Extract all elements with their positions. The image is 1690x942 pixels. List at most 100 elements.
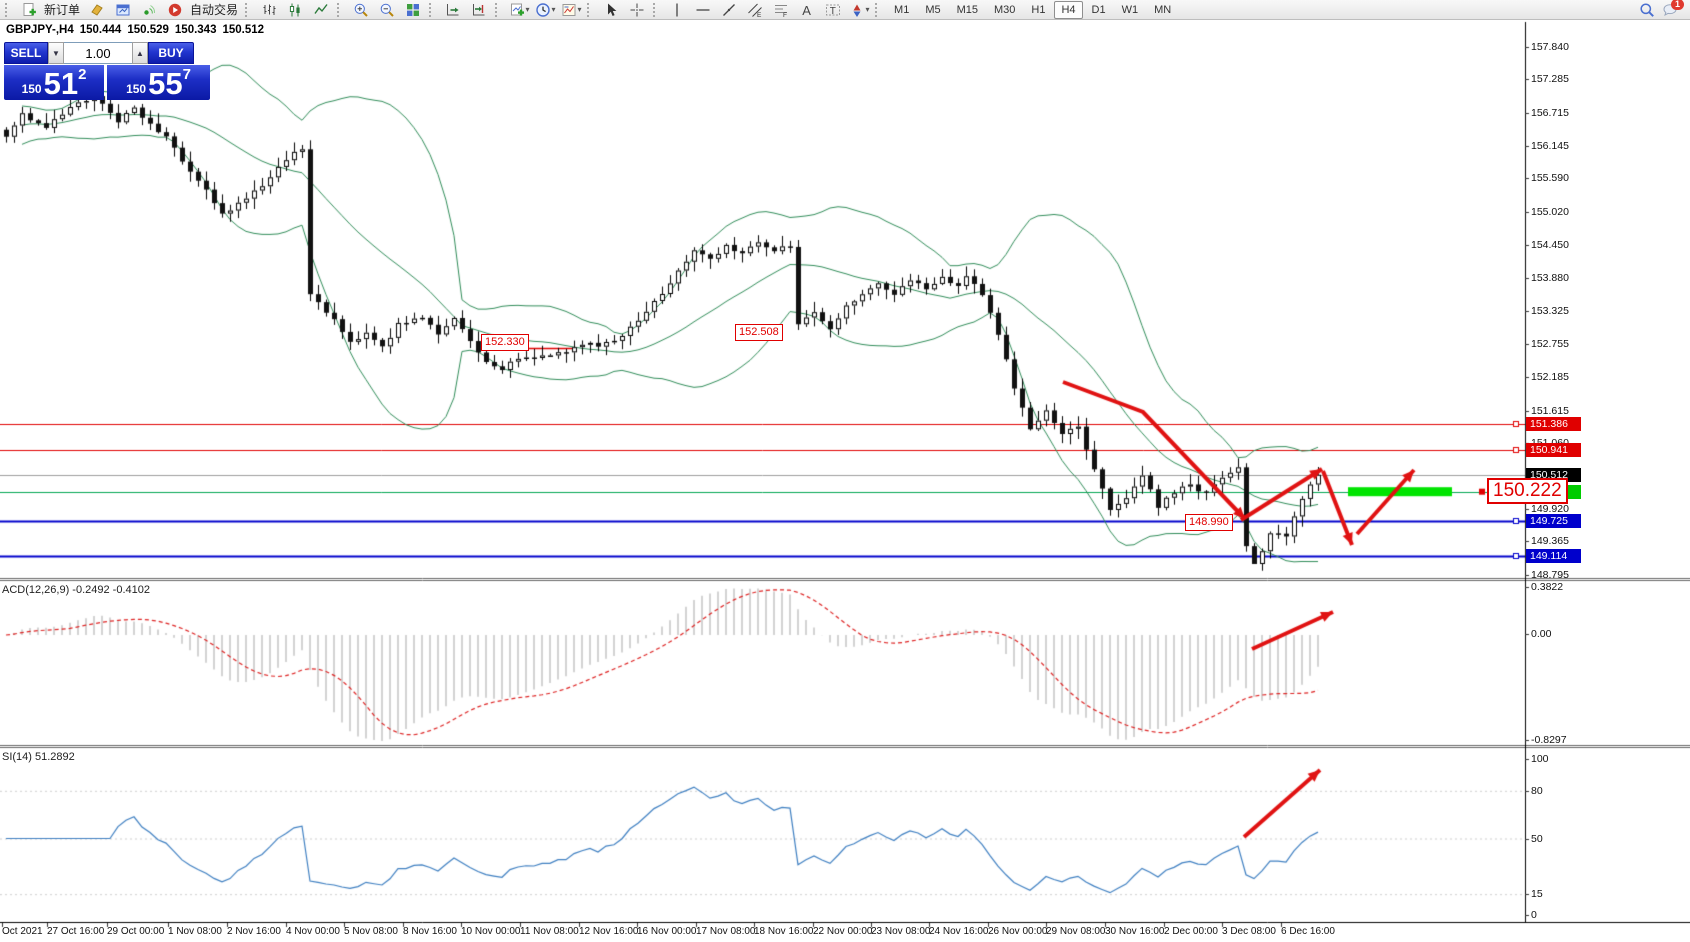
cursor-button[interactable]: [598, 0, 624, 20]
bar-chart-button[interactable]: [256, 0, 282, 20]
chart-shift-icon: [471, 2, 487, 18]
timeframe-h1[interactable]: H1: [1031, 3, 1046, 16]
label-button[interactable]: T: [820, 0, 846, 20]
timeframe-group: M1 M5 M15 M30 H1 H4 D1 W1 MN: [886, 0, 1179, 19]
macd-axis-label: -0.8297: [1531, 734, 1567, 746]
new-chart-icon: [509, 2, 525, 18]
notification-badge: 1: [1670, 0, 1684, 10]
signal-button[interactable]: [136, 0, 162, 20]
time-axis-label: 24 Nov 16:00: [929, 926, 989, 937]
price-badge: 150.941: [1526, 443, 1581, 457]
price-tick-label: 148.795: [1531, 569, 1569, 581]
period-button[interactable]: ▾: [532, 0, 558, 20]
sell-price-display[interactable]: 150 51 2: [4, 65, 104, 100]
toolbar-group: [348, 0, 426, 20]
buy-price-display[interactable]: 150 55 7: [107, 65, 210, 100]
quote-close: 150.512: [222, 24, 265, 36]
sell-price-prefix: 150: [21, 82, 42, 96]
candlestick-button[interactable]: [282, 0, 308, 20]
timeframe-m1[interactable]: M1: [894, 3, 910, 16]
timeframe-mn[interactable]: MN: [1154, 3, 1172, 16]
svg-text:A: A: [802, 3, 811, 18]
price-callout[interactable]: 152.330: [481, 334, 529, 351]
timeframe-d1[interactable]: D1: [1091, 3, 1106, 16]
toolbar-grip: [587, 2, 594, 17]
new-chart-button[interactable]: ▾: [506, 0, 532, 20]
sell-button[interactable]: SELL: [4, 42, 48, 64]
search-button[interactable]: [1634, 0, 1660, 20]
fibonacci-button[interactable]: F: [768, 0, 794, 20]
rsi-axis-label: 50: [1531, 833, 1543, 845]
search-icon: [1639, 2, 1655, 18]
period-icon: [535, 2, 551, 18]
price-tick-label: 152.755: [1531, 338, 1569, 350]
line-chart-button[interactable]: [308, 0, 334, 20]
price-tick-label: 156.715: [1531, 107, 1569, 119]
autotrade-button[interactable]: [162, 0, 188, 20]
one-click-trading-panel: SELL ▼ ▲ BUY 150 51 2 150 55 7: [4, 42, 210, 100]
price-tick-label: 156.145: [1531, 140, 1569, 152]
horizontal-line-icon: [695, 2, 711, 18]
trendline-button[interactable]: [716, 0, 742, 20]
chart-canvas[interactable]: [0, 20, 1690, 942]
tile-windows-button[interactable]: [400, 0, 426, 20]
chevron-down-icon[interactable]: ▾: [865, 5, 870, 14]
time-axis-label: 29 Oct 00:00: [107, 926, 165, 937]
volume-decrease-button[interactable]: ▼: [48, 42, 64, 64]
zoom-in-button[interactable]: [348, 0, 374, 20]
text-button[interactable]: A: [794, 0, 820, 20]
timeframe-w1[interactable]: W1: [1121, 3, 1139, 16]
quote-open: 150.444: [79, 24, 122, 36]
chamois-button[interactable]: [84, 0, 110, 20]
chevron-down-icon[interactable]: ▾: [577, 5, 582, 14]
price-badge: 149.114: [1526, 549, 1581, 563]
autotrade-label: 自动交易: [190, 3, 239, 17]
auto-scroll-button[interactable]: [440, 0, 466, 20]
price-callout[interactable]: 148.990: [1185, 514, 1233, 531]
volume-input[interactable]: [64, 42, 132, 64]
channel-button[interactable]: E: [742, 0, 768, 20]
zoom-in-icon: [353, 2, 369, 18]
horizontal-line-button[interactable]: [690, 0, 716, 20]
new-order-icon: [21, 2, 37, 18]
price-tick-label: 157.285: [1531, 73, 1569, 85]
timeframe-m5[interactable]: M5: [925, 3, 941, 16]
chevron-down-icon[interactable]: ▾: [551, 5, 556, 14]
chart-shift-button[interactable]: [466, 0, 492, 20]
time-axis-label: 17 Nov 08:00: [696, 926, 756, 937]
rsi-indicator-label: SI(14) 51.2892: [2, 751, 75, 763]
template-icon: [561, 2, 577, 18]
arrows-button[interactable]: ▾: [846, 0, 872, 20]
macd-indicator-label: ACD(12,26,9) -0.2492 -0.4102: [2, 584, 150, 596]
timeframe-h4[interactable]: H4: [1054, 0, 1083, 19]
zoom-out-button[interactable]: [374, 0, 400, 20]
chat-button[interactable]: 1: [1660, 0, 1688, 20]
zoom-out-icon: [379, 2, 395, 18]
chart-window-button[interactable]: [110, 0, 136, 20]
vertical-line-button[interactable]: [664, 0, 690, 20]
time-axis-label: 23 Nov 08:00: [871, 926, 931, 937]
crosshair-button[interactable]: [624, 0, 650, 20]
volume-increase-button[interactable]: ▲: [132, 42, 148, 64]
price-tick-label: 154.450: [1531, 239, 1569, 251]
bar-chart-icon: [261, 2, 277, 18]
price-callout[interactable]: 152.508: [735, 324, 783, 341]
line-chart-icon: [313, 2, 329, 18]
chart-window-icon: [115, 2, 131, 18]
timeframe-m30[interactable]: M30: [994, 3, 1016, 16]
toolbar-grip: [245, 2, 252, 17]
chevron-down-icon[interactable]: ▾: [525, 5, 530, 14]
timeframe-m15[interactable]: M15: [956, 3, 978, 16]
new-order-label: 新订单: [44, 3, 81, 17]
price-callout[interactable]: 150.222: [1487, 478, 1568, 504]
template-button[interactable]: ▾: [558, 0, 584, 20]
time-axis-label: 8 Nov 16:00: [403, 926, 457, 937]
new-order-button[interactable]: [16, 0, 42, 20]
price-tick-label: 149.920: [1531, 503, 1569, 515]
trendline-icon: [721, 2, 737, 18]
price-tick-label: 155.020: [1531, 206, 1569, 218]
sell-price-big: 51: [43, 66, 79, 101]
buy-button[interactable]: BUY: [148, 42, 194, 64]
price-tick-label: 149.365: [1531, 535, 1569, 547]
quote-low: 150.343: [174, 24, 217, 36]
